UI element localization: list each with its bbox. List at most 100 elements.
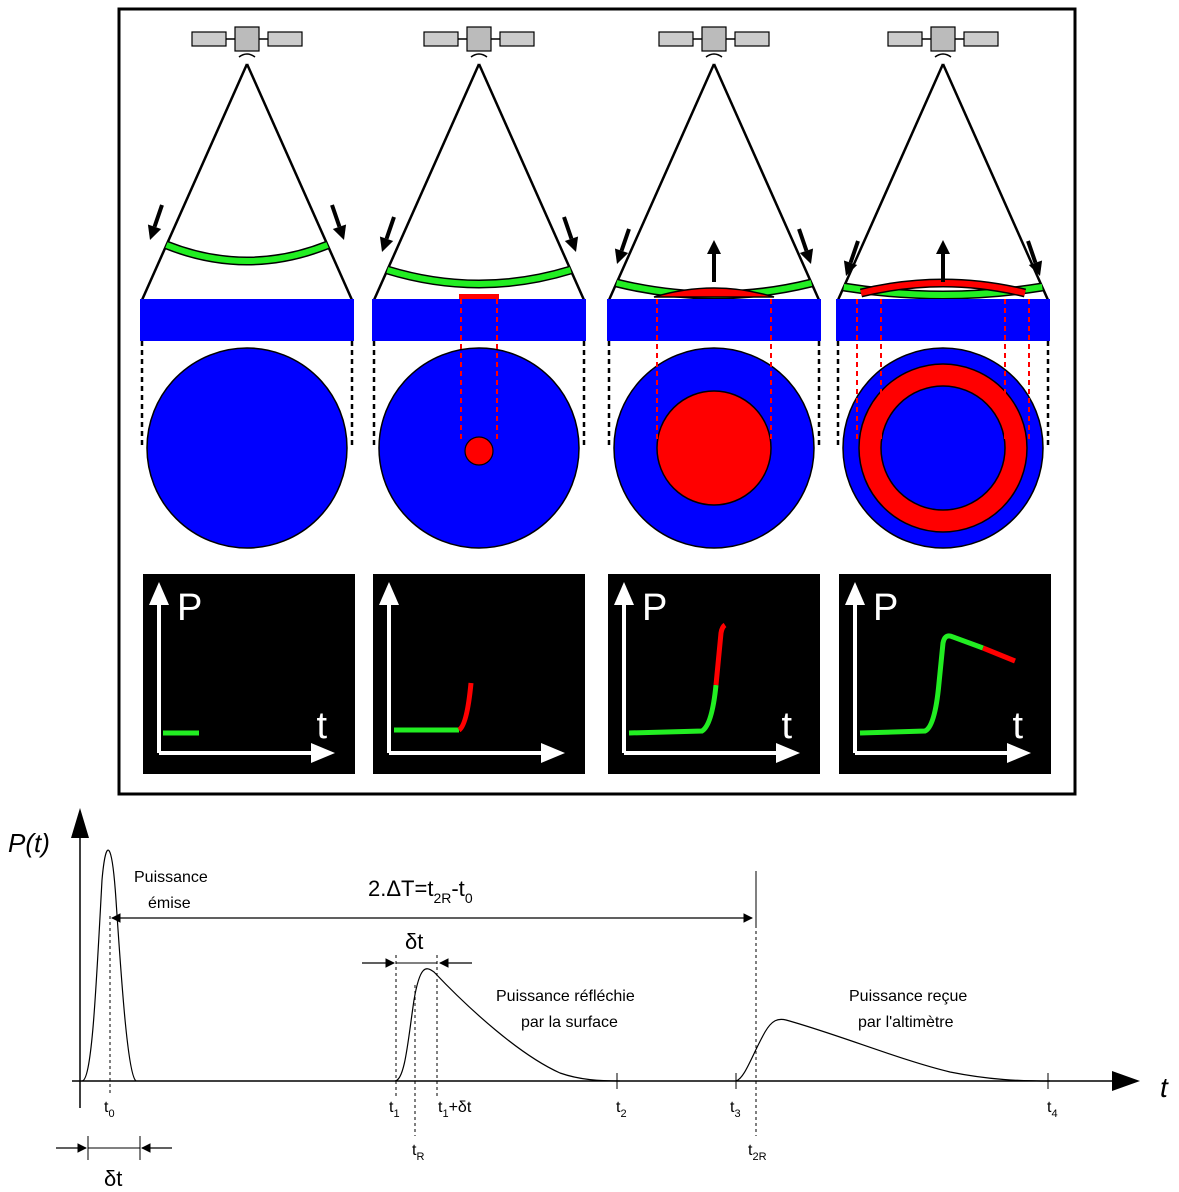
wave-arrow-left-head bbox=[614, 248, 629, 264]
satellite-body bbox=[930, 26, 956, 52]
satellite-icon bbox=[887, 26, 999, 58]
beam-left-edge bbox=[607, 63, 716, 301]
echo-cap bbox=[653, 287, 775, 298]
received-pulse bbox=[735, 1018, 1051, 1082]
panel-background bbox=[373, 574, 585, 774]
reflection-arrow-up-head bbox=[936, 240, 950, 254]
reflected-label-line2: par la surface bbox=[521, 1014, 618, 1031]
panel-y-arrowhead bbox=[614, 582, 634, 605]
reflected-pulse bbox=[394, 968, 621, 1082]
wavefront-arc bbox=[386, 267, 572, 287]
panel-curve-echo bbox=[457, 682, 474, 733]
y-axis-label: P(t) bbox=[8, 828, 50, 858]
wave-arrow-left bbox=[147, 204, 164, 240]
wave-arrow-left bbox=[843, 240, 860, 276]
panel-t-label: t bbox=[781, 705, 792, 747]
wave-arrow-right-head bbox=[799, 248, 814, 264]
wave-arrow-left-head bbox=[843, 260, 858, 276]
panel-y-arrowhead bbox=[379, 582, 399, 605]
tick-t3: t3 bbox=[730, 1099, 741, 1120]
satellite-antenna bbox=[934, 53, 952, 58]
beam-left-edge bbox=[372, 63, 481, 301]
beam-left-edge bbox=[140, 63, 249, 301]
wave-arrow-left-shaft bbox=[848, 240, 860, 264]
delta-t-emitted-label: δt bbox=[104, 1166, 122, 1191]
panel-curve-echo bbox=[982, 645, 1016, 664]
wave-arrow-left bbox=[379, 216, 396, 252]
echo-annulus-inner bbox=[880, 385, 1006, 511]
waveform-plot: P(t) t 2.ΔT=t2R-t0 δt bbox=[8, 808, 1169, 1191]
panel-curve-echo bbox=[713, 622, 727, 686]
wave-arrow-right bbox=[1026, 240, 1043, 276]
wave-arrow-right-shaft bbox=[562, 216, 574, 240]
emitted-label-line2: émise bbox=[148, 895, 191, 912]
satellite-antenna bbox=[470, 53, 488, 58]
panel-background bbox=[839, 574, 1051, 774]
stage-2 bbox=[372, 26, 586, 549]
tick-t0: t0 bbox=[104, 1099, 115, 1120]
wave-arrow-right bbox=[797, 228, 814, 264]
satellite-panel-right bbox=[963, 31, 999, 47]
delta-T-label: 2.ΔT=t2R-t0 bbox=[368, 876, 473, 906]
panel-p-label: P bbox=[873, 587, 898, 629]
wave-arrow-left bbox=[614, 228, 631, 264]
power-panel-2 bbox=[373, 574, 585, 774]
x-axis-arrowhead bbox=[1112, 1071, 1140, 1091]
tick-t1: t1 bbox=[389, 1099, 400, 1120]
beam-right-edge bbox=[712, 63, 821, 301]
wave-arrow-right bbox=[330, 204, 347, 240]
emitted-label-line1: Puissance bbox=[134, 869, 208, 886]
water-surface bbox=[607, 299, 821, 341]
wave-arrow-right-head bbox=[564, 236, 579, 252]
satellite-panel-left bbox=[887, 31, 923, 47]
beam-right-edge bbox=[941, 63, 1050, 301]
power-panel-3: Pt bbox=[608, 574, 820, 774]
echo-spot bbox=[464, 436, 494, 466]
reflection-arrow-up-head bbox=[707, 240, 721, 254]
panel-t-label: t bbox=[316, 705, 327, 747]
echo-cap bbox=[459, 294, 499, 300]
tick-t4: t4 bbox=[1047, 1099, 1058, 1120]
panel-curve-leading bbox=[859, 633, 984, 736]
x-axis-label: t bbox=[1160, 1072, 1169, 1103]
satellite-panel-right bbox=[267, 31, 303, 47]
reflected-label-line1: Puissance réfléchie bbox=[496, 988, 635, 1005]
satellite-body bbox=[466, 26, 492, 52]
beam-left-edge bbox=[836, 63, 945, 301]
wave-arrow-left-head bbox=[379, 236, 394, 252]
delta-t-reflected-label: δt bbox=[405, 929, 423, 954]
panel-x-arrowhead bbox=[311, 743, 335, 763]
panel-x-arrowhead bbox=[776, 743, 800, 763]
satellite-panel-left bbox=[191, 31, 227, 47]
panel-p-label: P bbox=[642, 587, 667, 629]
wavefront-arc bbox=[165, 242, 329, 264]
wave-arrow-left-shaft bbox=[384, 216, 396, 240]
echo-ring-arc bbox=[860, 280, 1026, 296]
tick-t2: t2 bbox=[616, 1099, 627, 1120]
satellite-icon bbox=[423, 26, 535, 58]
y-axis-arrowhead bbox=[71, 808, 89, 838]
satellite-body bbox=[234, 26, 260, 52]
illustration-stages bbox=[140, 26, 1050, 549]
satellite-body bbox=[701, 26, 727, 52]
panel-t-label: t bbox=[1012, 705, 1023, 747]
wave-arrow-right-head bbox=[332, 224, 347, 240]
wave-arrow-right-shaft bbox=[330, 204, 342, 228]
panel-background bbox=[608, 574, 820, 774]
satellite-icon bbox=[191, 26, 303, 58]
received-label-line1: Puissance reçue bbox=[849, 988, 967, 1005]
wave-arrow-left-shaft bbox=[619, 228, 631, 252]
water-surface bbox=[140, 299, 354, 341]
water-surface bbox=[836, 299, 1050, 341]
wave-arrow-right bbox=[562, 216, 579, 252]
wave-arrow-right-shaft bbox=[1026, 240, 1038, 264]
footprint-disk bbox=[146, 347, 348, 549]
wave-arrow-right-head bbox=[1028, 260, 1043, 276]
beam-right-edge bbox=[245, 63, 354, 301]
water-surface bbox=[372, 299, 586, 341]
wave-arrow-left-shaft bbox=[152, 204, 164, 228]
panel-x-arrowhead bbox=[1007, 743, 1031, 763]
power-panel-4: Pt bbox=[839, 574, 1051, 774]
panel-x-arrowhead bbox=[541, 743, 565, 763]
panel-y-arrowhead bbox=[149, 582, 169, 605]
